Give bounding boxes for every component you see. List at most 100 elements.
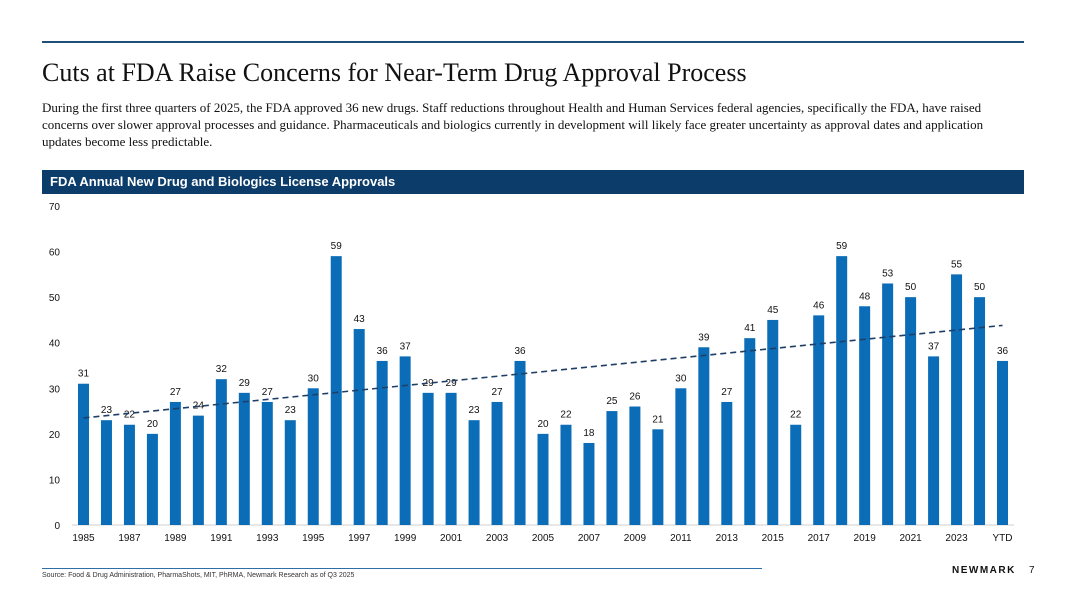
bar [974, 297, 986, 525]
bar [284, 420, 296, 525]
x-tick-label: 1993 [256, 533, 279, 544]
x-tick-label: 1985 [72, 533, 95, 544]
data-label: 20 [147, 419, 159, 430]
x-tick-label: 2003 [486, 533, 509, 544]
data-label: 50 [905, 282, 917, 293]
bar [123, 424, 135, 525]
data-label: 27 [170, 387, 182, 398]
bar [698, 347, 710, 525]
x-tick-label: 1995 [302, 533, 325, 544]
bar [537, 433, 549, 525]
x-tick-label: 2019 [854, 533, 877, 544]
bar [836, 256, 848, 525]
data-label: 30 [308, 373, 320, 384]
data-label: 22 [560, 410, 572, 421]
x-tick-label: 2011 [670, 533, 692, 544]
data-label: 29 [423, 378, 435, 389]
y-tick-label: 0 [54, 521, 60, 532]
x-tick-label: 1991 [210, 533, 233, 544]
x-tick-label: 2015 [762, 533, 785, 544]
data-label: 36 [997, 346, 1009, 357]
data-label: 59 [331, 241, 343, 252]
data-label: 39 [698, 332, 710, 343]
data-label: 31 [78, 369, 90, 380]
bar [238, 392, 250, 525]
data-label: 46 [813, 300, 825, 311]
bar-chart: 0102030405060703123222027243229272330594… [49, 202, 1014, 544]
data-label: 21 [652, 414, 664, 425]
x-tick-label: 2023 [945, 533, 968, 544]
bar [813, 315, 825, 525]
data-label: 29 [239, 378, 251, 389]
bar [997, 360, 1009, 525]
bar [261, 401, 273, 525]
bar [353, 329, 365, 525]
x-tick-label: 1999 [394, 533, 417, 544]
bar [445, 392, 457, 525]
bar [514, 360, 526, 525]
bar [215, 379, 227, 525]
bar [560, 424, 572, 525]
data-label: 37 [400, 341, 412, 352]
y-tick-label: 50 [49, 293, 61, 304]
data-label: 36 [377, 346, 389, 357]
chart-header: FDA Annual New Drug and Biologics Licens… [42, 170, 1024, 194]
bar [790, 424, 802, 525]
x-tick-label: 2017 [808, 533, 831, 544]
data-label: 37 [928, 341, 940, 352]
x-tick-label: 2009 [624, 533, 647, 544]
source-note: Source: Food & Drug Administration, Phar… [42, 572, 355, 579]
bar [905, 297, 917, 525]
newmark-logo: NEWMARK [952, 565, 1016, 576]
x-tick-label: 1989 [164, 533, 187, 544]
bar [422, 392, 434, 525]
data-label: 25 [606, 396, 618, 407]
footer-rule [42, 568, 762, 569]
data-label: 59 [836, 241, 848, 252]
trendline [83, 324, 1003, 419]
x-tick-label: YTD [993, 533, 1013, 544]
bar [491, 401, 503, 525]
data-label: 18 [583, 428, 595, 439]
data-label: 22 [790, 410, 802, 421]
bar [330, 256, 342, 525]
x-tick-label: 1997 [348, 533, 371, 544]
x-tick-label: 1987 [118, 533, 141, 544]
data-label: 22 [124, 410, 136, 421]
data-label: 50 [974, 282, 986, 293]
x-tick-label: 2021 [899, 533, 922, 544]
top-rule [42, 41, 1024, 43]
x-tick-label: 2007 [578, 533, 601, 544]
bar [606, 411, 618, 525]
data-label: 27 [721, 387, 733, 398]
bar [146, 433, 158, 525]
data-label: 26 [629, 392, 641, 403]
bar [583, 442, 595, 525]
data-label: 27 [491, 387, 503, 398]
data-label: 55 [951, 259, 963, 270]
x-tick-label: 2005 [532, 533, 555, 544]
data-label: 41 [744, 323, 756, 334]
bar [376, 360, 388, 525]
y-tick-label: 40 [49, 339, 61, 350]
data-label: 43 [354, 314, 366, 325]
data-label: 30 [675, 373, 687, 384]
data-label: 23 [101, 405, 113, 416]
y-tick-label: 30 [49, 384, 61, 395]
bar [399, 356, 411, 525]
y-tick-label: 70 [49, 202, 61, 213]
bar [468, 420, 480, 525]
x-tick-label: 2013 [716, 533, 739, 544]
y-tick-label: 60 [49, 248, 61, 259]
bar [928, 356, 940, 525]
bar [767, 319, 779, 525]
bar [307, 388, 319, 525]
y-tick-label: 10 [49, 475, 61, 486]
bar [951, 274, 963, 525]
data-label: 23 [285, 405, 297, 416]
data-label: 45 [767, 305, 779, 316]
data-label: 27 [262, 387, 274, 398]
y-tick-label: 20 [49, 430, 61, 441]
bar [859, 306, 871, 525]
bar [882, 283, 894, 525]
